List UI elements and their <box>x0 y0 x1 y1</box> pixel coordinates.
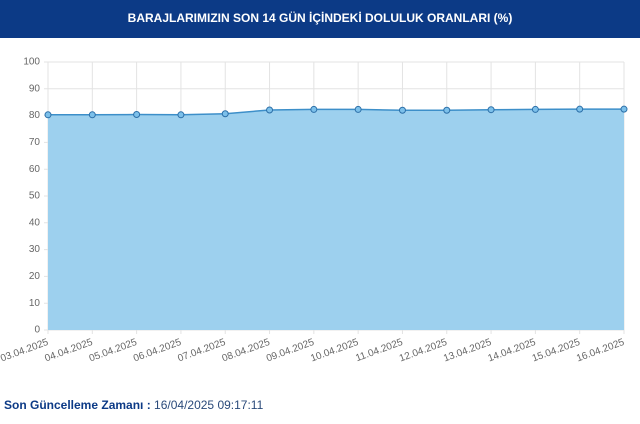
update-time: 16/04/2025 09:17:11 <box>154 398 264 412</box>
x-tick-label: 08.04.2025 <box>221 337 272 365</box>
y-tick-label: 60 <box>29 164 41 175</box>
x-tick-label: 16.04.2025 <box>575 337 626 365</box>
x-tick-label: 15.04.2025 <box>531 337 582 365</box>
point <box>88 111 96 119</box>
x-tick-label: 07.04.2025 <box>176 337 227 365</box>
y-tick-label: 80 <box>29 110 41 121</box>
x-tick-label: 06.04.2025 <box>132 337 183 365</box>
chart: 0 10 20 30 40 50 60 70 80 90 100 03.04.202504.04.20… <box>0 57 628 365</box>
footer: Son Güncelleme Zamanı : 16/04/2025 09:17… <box>4 398 263 412</box>
point <box>310 105 318 113</box>
line <box>48 108 624 116</box>
x-tick-label: 09.04.2025 <box>265 337 316 365</box>
update-label: Son Güncelleme Zamanı : <box>4 398 151 412</box>
area <box>48 109 624 330</box>
y-tick-label: 30 <box>29 244 41 255</box>
y-tick-label: 70 <box>29 137 41 148</box>
x-tick-label: 04.04.2025 <box>43 337 94 365</box>
point <box>133 111 141 119</box>
point <box>354 105 362 113</box>
x-tick-label: 11.04.2025 <box>354 337 405 364</box>
point <box>44 111 52 119</box>
x-tick-label: 05.04.2025 <box>88 337 139 365</box>
x-tick-label: 12.04.2025 <box>398 337 449 365</box>
point <box>221 110 229 118</box>
x-tick-label: 10.04.2025 <box>309 337 360 365</box>
point <box>177 111 185 119</box>
y-tick-label: 100 <box>23 57 40 68</box>
point <box>266 106 274 114</box>
x-tick-label: 14.04.2025 <box>487 337 538 365</box>
y-tick-label: 40 <box>29 217 41 228</box>
y-tick-label: 90 <box>29 83 41 94</box>
point <box>487 106 495 114</box>
y-tick-label: 50 <box>29 191 41 202</box>
chart-title: BARAJLARIMIZIN SON 14 GÜN İÇİNDEKİ DOLUL… <box>0 0 640 38</box>
point <box>620 105 628 113</box>
y-tick-label: 20 <box>29 271 41 282</box>
y-tick-label: 10 <box>29 298 41 309</box>
point <box>576 105 584 113</box>
x-tick-label: 13.04.2025 <box>442 337 493 365</box>
x-tick-label: 03.04.2025 <box>0 337 50 365</box>
point <box>443 106 451 114</box>
point <box>398 106 406 114</box>
point <box>531 105 539 113</box>
y-tick-label: 0 <box>34 325 40 336</box>
